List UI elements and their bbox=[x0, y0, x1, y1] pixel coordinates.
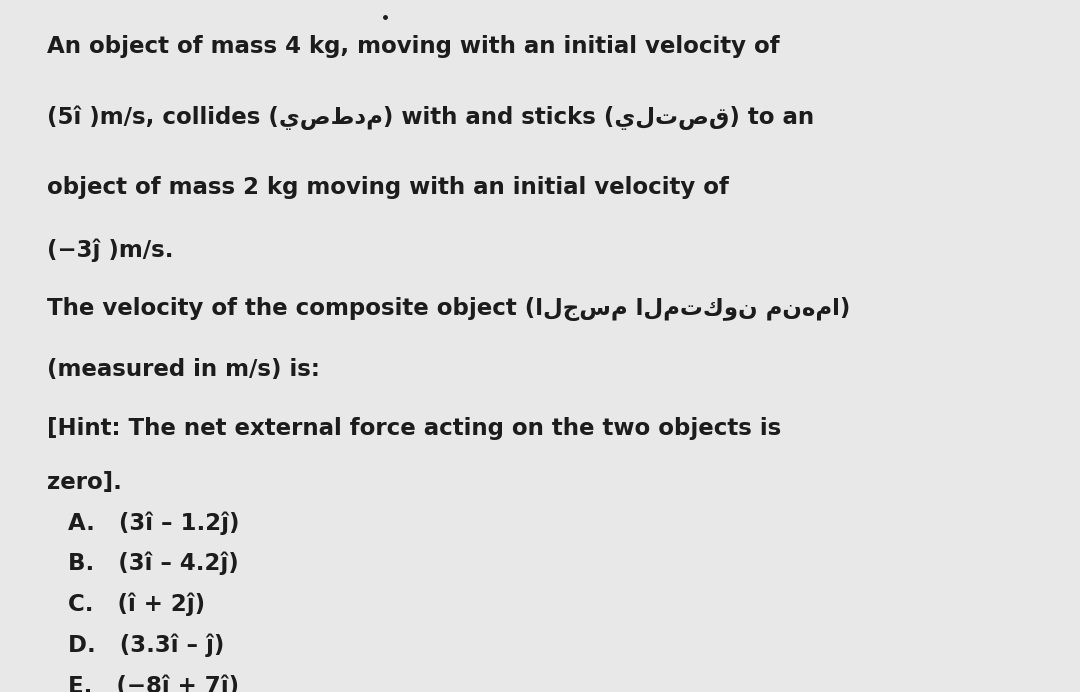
Text: (5î )m/s, collides (يصطدم) with and sticks (يلتصق) to an: (5î )m/s, collides (يصطدم) with and stic… bbox=[48, 105, 814, 129]
Text: object of mass 2 kg moving with an initial velocity of: object of mass 2 kg moving with an initi… bbox=[48, 176, 729, 199]
Text: B.   (3î – 4.2ĵ): B. (3î – 4.2ĵ) bbox=[68, 552, 239, 575]
Text: The velocity of the composite object (الجسم المتكون منهما): The velocity of the composite object (ال… bbox=[48, 297, 850, 321]
Text: An object of mass 4 kg, moving with an initial velocity of: An object of mass 4 kg, moving with an i… bbox=[48, 35, 780, 57]
Text: E.   (−8î + 7ĵ): E. (−8î + 7ĵ) bbox=[68, 674, 240, 692]
Text: C.   (î + 2ĵ): C. (î + 2ĵ) bbox=[68, 592, 205, 616]
Text: (measured in m/s) is:: (measured in m/s) is: bbox=[48, 358, 320, 381]
Text: zero].: zero]. bbox=[48, 471, 122, 494]
Text: D.   (3.3î – ĵ): D. (3.3î – ĵ) bbox=[68, 633, 225, 657]
Text: [Hint: The net external force acting on the two objects is: [Hint: The net external force acting on … bbox=[48, 417, 781, 440]
Text: (−3ĵ )m/s.: (−3ĵ )m/s. bbox=[48, 238, 174, 262]
Text: A.   (3î – 1.2ĵ): A. (3î – 1.2ĵ) bbox=[68, 511, 240, 535]
